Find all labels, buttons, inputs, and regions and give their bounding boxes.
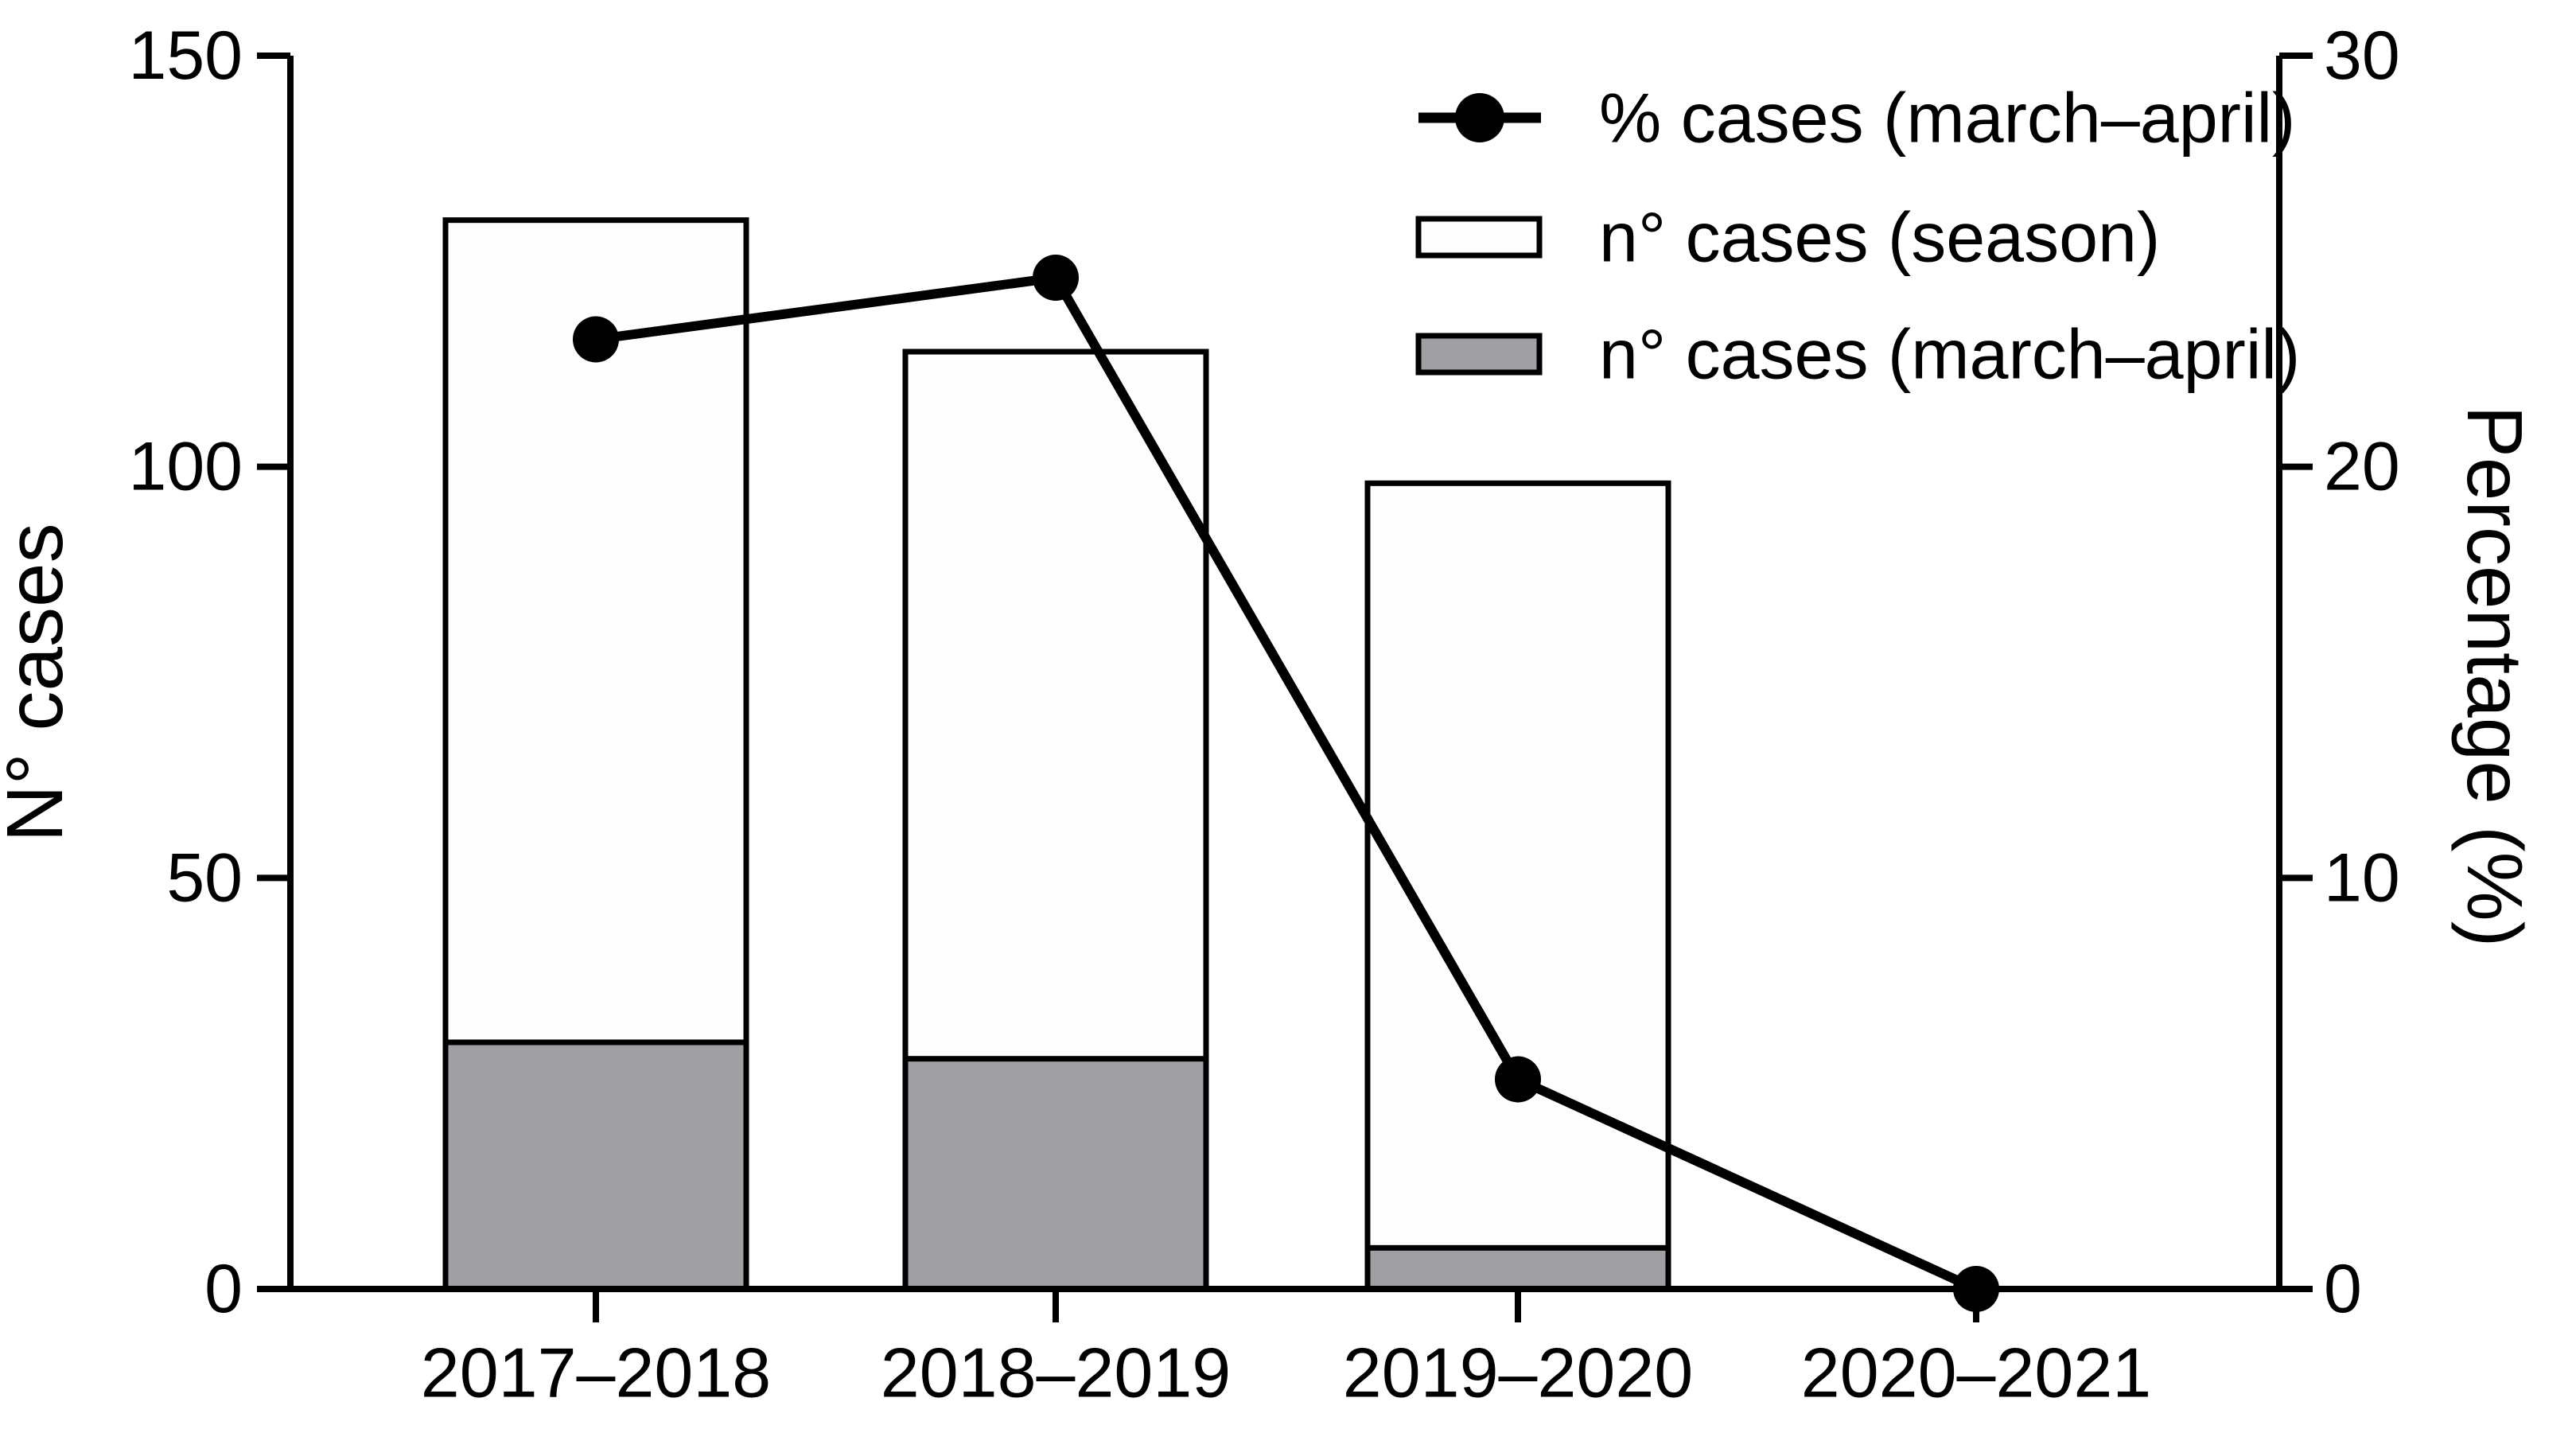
- pct-line: [591, 273, 1981, 1294]
- line-layer: [573, 255, 1999, 1312]
- legend-open-box-marker: [1415, 216, 1543, 259]
- x-axis-category-label: 2017–2018: [421, 1334, 771, 1412]
- pct-line-point: [1953, 1266, 1999, 1312]
- legend-gray-box-marker: [1415, 333, 1543, 376]
- left-axis-tick-label: 0: [204, 1251, 243, 1327]
- legend-item-label: n° cases (march–april): [1599, 315, 2300, 394]
- right-axis-tick-label: 10: [2324, 839, 2400, 916]
- bar-season: [1364, 480, 1671, 1292]
- legend-layer: % cases (march–april) n° cases (season) n°…: [1415, 79, 2300, 394]
- left-axis-tick-label: 100: [129, 429, 243, 505]
- pct-line-point: [1495, 1056, 1541, 1103]
- legend-dot-marker: [1455, 93, 1504, 142]
- bar-march-april: [442, 1039, 749, 1292]
- x-axis-category-label: 2018–2019: [881, 1334, 1231, 1412]
- bars-layer: [442, 217, 1671, 1292]
- right-axis-tick-label: 30: [2324, 18, 2400, 94]
- x-axis-category-label: 2019–2020: [1343, 1334, 1693, 1412]
- left-axis-tick-label: 150: [129, 18, 243, 94]
- right-axis-tick-label: 20: [2324, 429, 2400, 505]
- bar-march-april: [902, 1056, 1209, 1292]
- x-axis-category-label: 2020–2021: [1801, 1334, 2151, 1412]
- right-axis-tick-label: 0: [2324, 1251, 2362, 1327]
- left-axis-title: N° cases: [0, 523, 80, 842]
- pct-line-point: [573, 316, 619, 363]
- axes-layer: [257, 53, 2313, 1322]
- pct-line-point: [1033, 255, 1079, 301]
- bar-march-april: [1364, 1244, 1671, 1292]
- right-axis-title: Percentage (%): [2451, 406, 2539, 948]
- left-axis-tick-label: 50: [166, 839, 243, 916]
- axes-frame: [287, 56, 2282, 1292]
- legend-item-label: n° cases (season): [1599, 198, 2160, 277]
- legend-item-label: % cases (march–april): [1599, 79, 2295, 158]
